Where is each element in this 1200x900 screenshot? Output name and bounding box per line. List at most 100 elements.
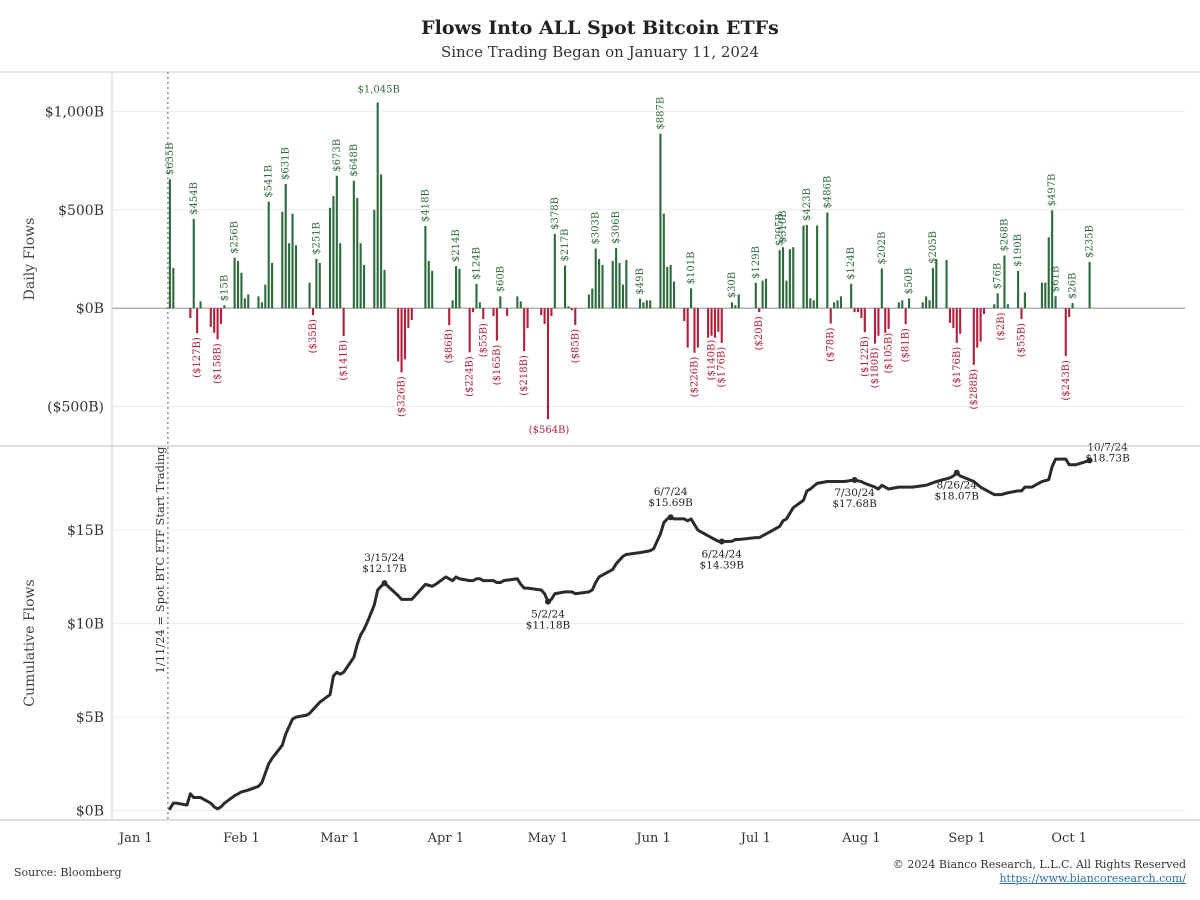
outflow-value-label: ($226B) — [689, 357, 700, 398]
outflow-bar — [887, 308, 890, 329]
outflow-value-label: ($127B) — [192, 337, 203, 378]
inflow-bar — [618, 262, 621, 309]
outflow-bar — [570, 308, 573, 311]
inflow-value-label: $378B — [550, 197, 561, 230]
inflow-bar — [781, 247, 785, 309]
inflow-bar — [335, 175, 338, 309]
annotation-value: $17.68B — [832, 498, 877, 510]
inflow-bar — [1003, 255, 1006, 309]
inflow-bar — [945, 259, 948, 309]
inflow-bar — [1051, 210, 1054, 309]
inflow-bar — [260, 302, 263, 309]
inflow-value-label: $50B — [904, 268, 915, 294]
inflow-bar — [805, 224, 808, 309]
inflow-value-label: $310B — [778, 210, 789, 243]
outflow-bar — [574, 308, 577, 325]
inflow-bar — [373, 209, 376, 309]
inflow-bar — [836, 300, 839, 309]
chart-title: Flows Into ALL Spot Bitcoin ETFs — [421, 17, 779, 39]
outflow-bar — [720, 308, 723, 343]
inflow-bar — [451, 300, 454, 309]
outflow-value-label: ($224B) — [465, 356, 476, 397]
inflow-bar — [223, 305, 226, 309]
cumulative-flow-line — [168, 457, 1093, 811]
outflow-bar — [216, 308, 219, 340]
inflow-bar — [294, 245, 297, 309]
inflow-bar — [638, 298, 642, 309]
outflow-bar — [1068, 308, 1071, 318]
outflow-bar — [955, 308, 958, 343]
outflow-bar — [468, 308, 471, 353]
inflow-bar — [816, 225, 819, 309]
cumulative-y-axis-title: Cumulative Flows — [22, 579, 38, 706]
inflow-bar — [318, 262, 321, 309]
annotation-marker — [667, 514, 674, 521]
website-link[interactable]: https://www.biancoresearch.com/ — [999, 872, 1186, 885]
inflow-bar — [168, 179, 171, 309]
outflow-bar — [410, 308, 413, 321]
inflow-bar — [615, 247, 618, 309]
annotation-date: 10/7/24 — [1087, 441, 1128, 453]
outflow-bar — [707, 308, 710, 338]
inflow-value-label: $49B — [635, 268, 646, 294]
outflow-value-label: ($180B) — [870, 348, 881, 389]
inflow-bar — [788, 249, 791, 309]
inflow-bar — [659, 133, 662, 309]
outflow-bar — [550, 308, 553, 317]
inflow-bar — [621, 284, 625, 309]
outflow-value-label: ($20B) — [754, 316, 765, 350]
inflow-bar — [611, 260, 614, 309]
inflow-value-label: $235B — [1085, 225, 1096, 258]
inflow-bar — [475, 283, 478, 309]
inflow-bar — [666, 266, 669, 309]
inflow-bar — [281, 211, 284, 309]
inflow-bar — [925, 296, 928, 309]
outflow-bar — [982, 308, 986, 315]
outflow-bar — [506, 308, 509, 317]
daily-y-tick-label: $0B — [76, 301, 104, 317]
inflow-bar — [669, 264, 672, 309]
outflow-value-label: ($288B) — [969, 369, 980, 410]
outflow-value-label: ($78B) — [826, 327, 837, 361]
outflow-bar — [758, 308, 761, 313]
inflow-bar — [271, 262, 274, 309]
inflow-bar — [247, 294, 250, 309]
inflow-bar — [1047, 237, 1050, 309]
inflow-bar — [454, 266, 458, 309]
annotation-value: $15.69B — [648, 497, 693, 509]
x-tick-label: Oct 1 — [1051, 831, 1087, 846]
inflow-bar — [826, 212, 829, 309]
cumulative-y-tick-label: $15B — [67, 523, 104, 539]
inflow-value-label: $214B — [451, 229, 462, 262]
annotation-marker — [851, 477, 858, 484]
annotation-marker — [953, 469, 960, 476]
inflow-bar — [356, 197, 359, 309]
outflow-bar — [397, 308, 400, 362]
outflow-bar — [713, 308, 716, 338]
inflow-bar — [288, 243, 291, 309]
inflow-value-label: $190B — [1013, 234, 1024, 267]
inflow-bar — [516, 296, 519, 309]
outflow-bar — [873, 308, 877, 344]
inflow-value-label: $486B — [822, 176, 833, 209]
inflow-bar — [809, 298, 812, 309]
outflow-value-label: ($326B) — [397, 376, 408, 417]
daily-y-tick-label: $500B — [58, 203, 104, 219]
inflow-bar — [625, 259, 628, 309]
inflow-bar — [233, 257, 236, 309]
inflow-bar — [737, 294, 740, 309]
inflow-value-label: $303B — [591, 212, 602, 245]
inflow-bar — [645, 300, 648, 309]
annotation-marker — [1086, 457, 1093, 464]
outflow-value-label: ($122B) — [860, 336, 871, 377]
inflow-bar — [778, 250, 781, 309]
outflow-bar — [523, 308, 526, 352]
inflow-value-label: $124B — [846, 247, 857, 280]
outflow-bar — [526, 308, 529, 328]
inflow-bar — [1088, 261, 1091, 309]
inflow-bar — [672, 281, 676, 309]
inflow-bar — [587, 294, 590, 309]
inflow-bar — [1071, 303, 1074, 309]
outflow-bar — [976, 308, 979, 348]
